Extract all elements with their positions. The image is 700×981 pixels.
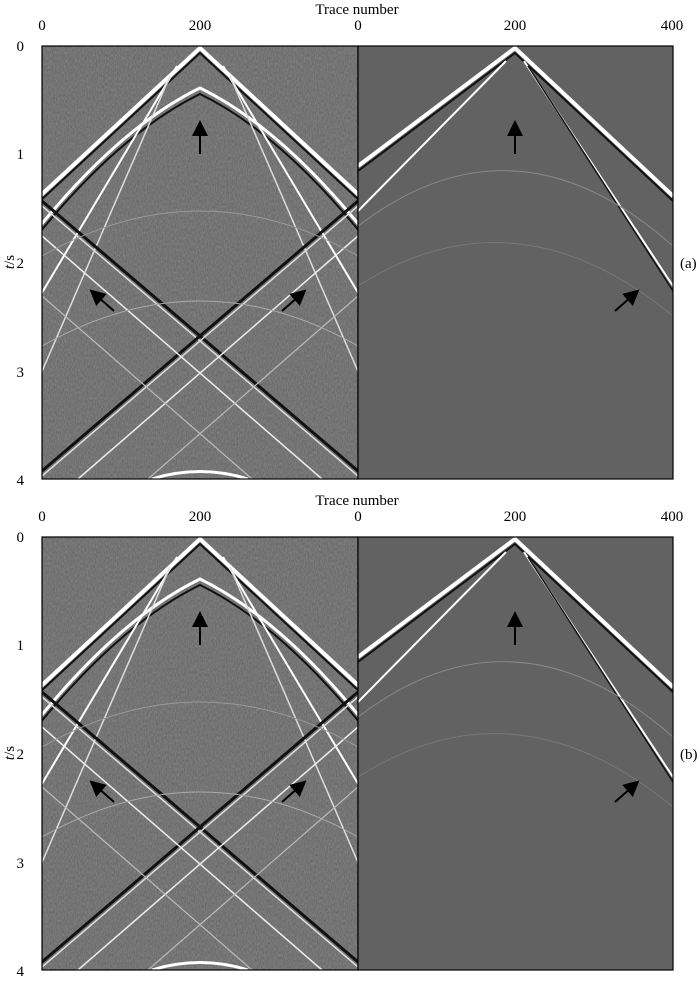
- y-tick-a-4: 4: [17, 473, 25, 489]
- y-tick-b-1: 1: [17, 638, 25, 654]
- panel-b: Trace number 0 200 0 200 400 0 1 2 3 4 t…: [2, 493, 698, 980]
- x-tick-b-200: 200: [189, 509, 212, 525]
- frame-b-right: [357, 536, 674, 971]
- frame-a-right: [357, 45, 674, 480]
- y-axis-title-b: t/s: [2, 746, 18, 760]
- y-tick-b-3: 3: [17, 856, 25, 872]
- panel-tag-b: (b): [680, 747, 698, 763]
- panel-tag-a: (a): [680, 256, 697, 272]
- arrow-upright-b-left: [281, 780, 307, 803]
- y-tick-a-2: 2: [17, 256, 25, 272]
- arrow-upright-b-right: [614, 780, 640, 803]
- x-tick-a-200: 200: [189, 18, 212, 34]
- y-tick-b-2: 2: [17, 747, 25, 763]
- x-axis-title-b: Trace number: [315, 493, 398, 509]
- y-axis-title-a: t/s: [2, 255, 18, 269]
- arrow-upright-a-left: [281, 289, 307, 312]
- y-tick-b-0: 0: [17, 530, 25, 546]
- arrow-upleft-b-left: [89, 780, 115, 803]
- x-tick-b-0: 0: [38, 509, 46, 525]
- seismic-section-a-right: [357, 45, 674, 480]
- y-tick-a-0: 0: [17, 39, 25, 55]
- x-tick-b-0-right: 0: [354, 509, 362, 525]
- y-tick-a-3: 3: [17, 365, 25, 381]
- x-axis-title-a: Trace number: [315, 2, 398, 18]
- seismic-section-a-left: [41, 45, 359, 480]
- arrow-upright-a-right: [614, 289, 640, 312]
- y-tick-a-1: 1: [17, 147, 25, 163]
- seismic-section-b-left: [41, 536, 359, 971]
- x-tick-b-200-right: 200: [504, 509, 527, 525]
- arrow-upleft-a-left: [89, 289, 115, 312]
- x-tick-a-200-right: 200: [504, 18, 527, 34]
- seismic-section-b-right: [357, 536, 674, 971]
- panel-a: Trace number 0 200 0 200 400 0 1 2 3 4 t…: [2, 2, 697, 489]
- y-tick-b-4: 4: [17, 964, 25, 980]
- x-tick-a-0-right: 0: [354, 18, 362, 34]
- x-tick-b-400: 400: [661, 509, 684, 525]
- x-tick-a-0: 0: [38, 18, 46, 34]
- x-tick-a-400: 400: [661, 18, 684, 34]
